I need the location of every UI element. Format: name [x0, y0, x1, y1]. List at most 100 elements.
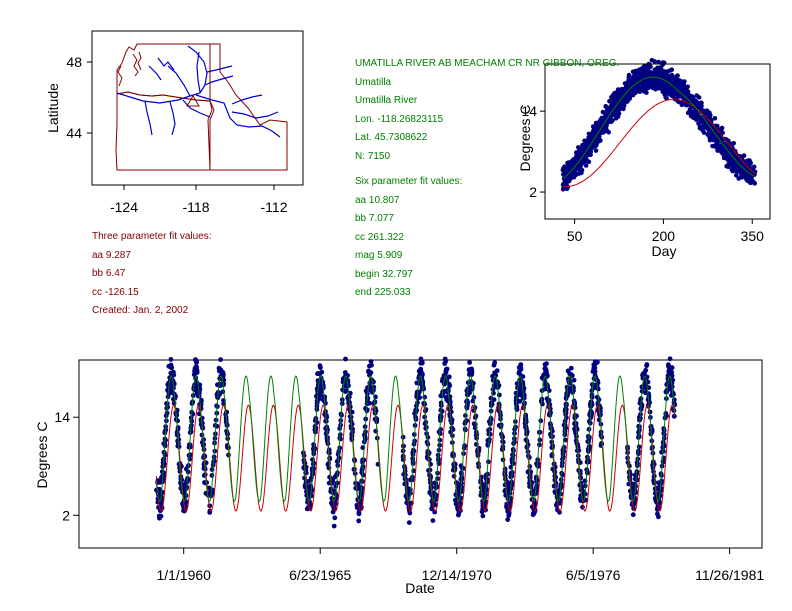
timeseries-data-point [319, 389, 324, 394]
timeseries-data-point [209, 467, 215, 472]
timeseries-data-point [317, 371, 323, 377]
annual-data-point [679, 101, 685, 107]
map-y-axis-label: Latitude [45, 83, 61, 133]
timeseries-data-point [345, 373, 350, 378]
timeseries-data-point [372, 416, 378, 422]
timeseries-data-point [563, 396, 569, 401]
annual-data-point [579, 167, 585, 173]
annual-data-point [660, 89, 666, 95]
map-y-tick-label: 44 [66, 125, 82, 141]
timeseries-data-point [318, 365, 323, 370]
annual-data-point [675, 73, 680, 78]
timeseries-data-point [368, 370, 374, 375]
annual-data-point [621, 106, 626, 112]
annual-data-point [652, 67, 658, 72]
annual-data-point [671, 85, 676, 91]
timeseries-data-point [661, 435, 667, 441]
annual-data-point [641, 68, 646, 74]
timeseries-data-point [459, 471, 464, 477]
timeseries-data-point [636, 444, 642, 450]
timeseries-y-axis-label: Degrees C [34, 422, 50, 489]
timeseries-data-point [338, 436, 343, 442]
timeseries-data-point [323, 418, 328, 424]
timeseries-data-point [221, 372, 226, 377]
state-boundaries [115, 43, 288, 171]
timeseries-data-point [467, 360, 472, 365]
annual-data-point [586, 135, 591, 140]
annual-data-point [697, 124, 703, 130]
annual-data-point [607, 98, 612, 104]
timeseries-data-point [456, 512, 461, 518]
annual-data-point [561, 168, 567, 173]
six-param-begin: begin 32.797 [355, 268, 413, 280]
timeseries-data-point [471, 421, 477, 427]
timeseries-data-point [421, 401, 427, 406]
timeseries-data-point [331, 523, 337, 529]
timeseries-six-param-fit-line [155, 375, 676, 502]
annual-data-point [644, 82, 649, 88]
annual-data-point [586, 150, 591, 155]
timeseries-data-point [356, 518, 362, 524]
clearwater-river [231, 94, 263, 105]
columbia-upper [204, 75, 234, 86]
annual-data-point [733, 157, 739, 162]
map-x-tick-label: -112 [261, 199, 288, 215]
six-param-mag: mag 5.909 [355, 250, 403, 261]
annual-three-param-fit-line [562, 98, 755, 187]
annual-data-point [593, 148, 599, 153]
timeseries-data-point [538, 418, 544, 424]
annual-data-point [586, 131, 592, 137]
timeseries-x-tick-label: 12/14/1970 [422, 567, 492, 583]
annual-data-point [640, 72, 645, 77]
timeseries-data-point [508, 470, 514, 476]
annual-data-point [668, 91, 673, 96]
timeseries-data-point [487, 431, 493, 437]
timeseries-data-point [571, 377, 577, 383]
annual-data-point [730, 168, 736, 174]
annual-data-point [577, 150, 582, 155]
timeseries-axis: 1/1/1960 6/23/1965 12/14/1970 6/5/1976 11/26… [54, 409, 764, 583]
idaho-outline [209, 43, 288, 171]
timeseries-data-point [537, 429, 543, 435]
columbia-river [116, 45, 208, 104]
timeseries-data-point [506, 513, 512, 518]
timeseries-data-point [169, 365, 175, 371]
timeseries-data-point [492, 370, 497, 376]
annual-data-point [626, 72, 632, 78]
annual-y-axis-label: Degrees C [517, 105, 533, 172]
timeseries-data-point [175, 425, 181, 430]
timeseries-data-point [304, 506, 310, 512]
timeseries-data-point [359, 470, 365, 476]
annual-data-point [644, 68, 650, 73]
annual-data-point [659, 81, 664, 86]
annual-data-point [698, 119, 704, 125]
timeseries-data-point [505, 517, 511, 522]
three-parameter-fit-values: Three parameter fit values: aa 9.287 bb … [92, 228, 212, 321]
annual-axis: 50 200 350 14 2 [521, 103, 764, 244]
annual-data-point [650, 82, 656, 88]
annual-data-point [584, 142, 590, 147]
timeseries-data-point [514, 406, 519, 411]
annual-data-point [621, 102, 627, 108]
annual-x-tick-label: 200 [652, 228, 676, 244]
timeseries-data-point [312, 424, 318, 429]
annual-data-point [615, 105, 621, 110]
annual-data-point [625, 93, 631, 98]
puget-sound-islands [117, 51, 142, 87]
annual-data-point [734, 173, 739, 178]
timeseries-fit-lines [155, 375, 676, 512]
annual-data-point [652, 59, 657, 64]
annual-data-point [568, 163, 573, 168]
timeseries-data-point [667, 356, 673, 362]
annual-data-point [678, 83, 683, 89]
john-day-river [182, 99, 211, 118]
annual-data-point [708, 113, 713, 118]
timeseries-data-point [363, 388, 369, 394]
map-x-tick-label: -118 [183, 199, 210, 215]
timeseries-data-point [637, 414, 642, 420]
annual-data-point [730, 163, 735, 168]
annual-data-point [706, 132, 711, 137]
timeseries-data-point [585, 470, 590, 476]
